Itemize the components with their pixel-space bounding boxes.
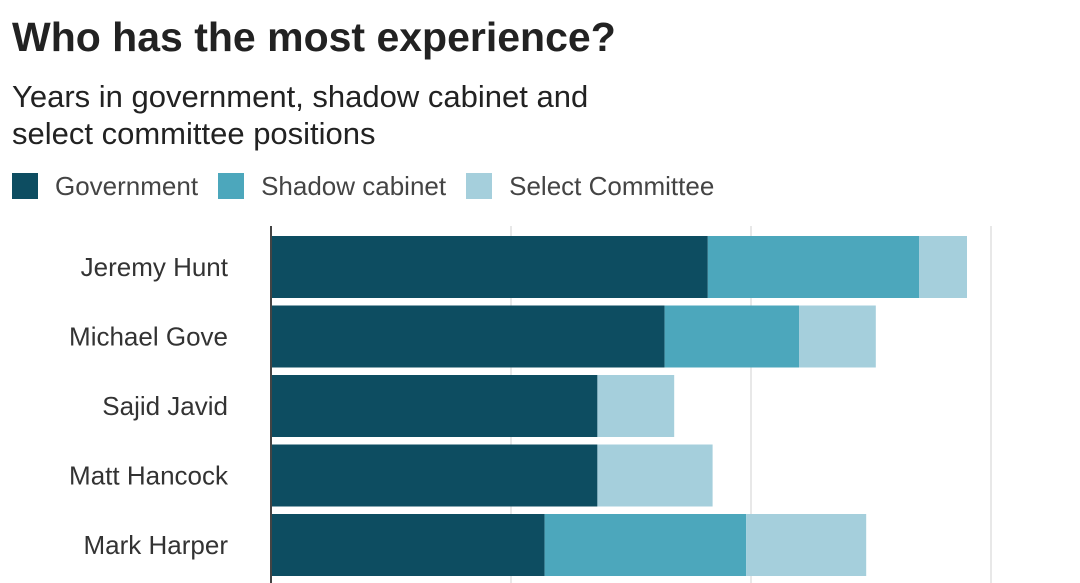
- bar-michael-gove-select-committee: [799, 305, 876, 368]
- chart-subtitle: Years in government, shadow cabinet and …: [12, 78, 712, 152]
- bar-matt-hancock-select-committee: [597, 444, 713, 507]
- chart-title: Who has the most experience?: [12, 14, 616, 60]
- legend-swatch-select-committee: [466, 173, 493, 199]
- legend-label-select-committee: Select Committee: [509, 170, 715, 201]
- category-label-sajid-javid: Sajid Javid: [102, 391, 228, 421]
- bar-michael-gove-government: [271, 305, 665, 368]
- category-label-mark-harper: Mark Harper: [84, 530, 229, 560]
- bar-jeremy-hunt-shadow-cabinet: [707, 236, 919, 298]
- bar-jeremy-hunt-government: [271, 236, 708, 298]
- bar-mark-harper-select-committee: [746, 514, 867, 576]
- subtitle-line-2: select committee positions: [12, 116, 376, 151]
- bar-sajid-javid-government: [271, 375, 598, 437]
- legend-label-government: Government: [55, 170, 199, 201]
- category-label-michael-gove: Michael Gove: [69, 322, 228, 352]
- legend-label-shadow-cabinet: Shadow cabinet: [261, 170, 447, 201]
- bar-mark-harper-shadow-cabinet: [544, 514, 747, 576]
- chart-legend: Government Shadow cabinet Select Committ…: [12, 169, 734, 203]
- legend-item-select-committee: Select Committee: [466, 171, 714, 202]
- category-label-jeremy-hunt: Jeremy Hunt: [81, 252, 229, 282]
- legend-item-shadow-cabinet: Shadow cabinet: [218, 171, 446, 202]
- bar-mark-harper-government: [271, 514, 545, 576]
- legend-item-government: Government: [12, 171, 198, 202]
- bar-jeremy-hunt-select-committee: [919, 236, 967, 298]
- legend-swatch-shadow-cabinet: [218, 173, 245, 199]
- category-label-matt-hancock: Matt Hancock: [69, 461, 229, 491]
- bar-matt-hancock-government: [271, 444, 598, 507]
- bar-sajid-javid-select-committee: [597, 375, 675, 437]
- legend-swatch-government: [12, 173, 38, 199]
- bar-michael-gove-shadow-cabinet: [664, 305, 799, 368]
- subtitle-line-1: Years in government, shadow cabinet and: [12, 79, 589, 114]
